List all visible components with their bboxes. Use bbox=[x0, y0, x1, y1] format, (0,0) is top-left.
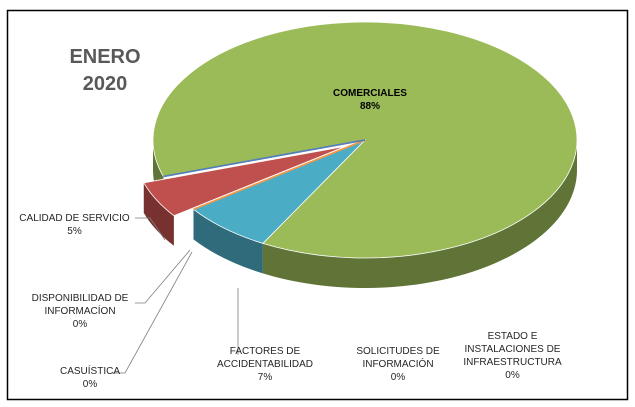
title-line: 2020 bbox=[82, 73, 128, 95]
leader-line bbox=[135, 249, 191, 304]
pie bbox=[143, 21, 578, 288]
leader-lines bbox=[112, 217, 239, 374]
data-label: FACTORES DE ACCIDENTABILIDAD 7% bbox=[195, 345, 335, 384]
data-label: CALIDAD DE SERVICIO 5% bbox=[12, 212, 137, 238]
value-label: 88% bbox=[359, 101, 380, 112]
chart-title: ENERO 2020 bbox=[55, 44, 155, 98]
slice-side bbox=[143, 182, 174, 246]
data-label: COMERCIALES 88% bbox=[320, 87, 420, 113]
data-label: ESTADO E INSTALACIONES DE INFRAESTRUCTUR… bbox=[455, 330, 570, 382]
data-label: CASUÍSTICA 0% bbox=[55, 365, 125, 391]
category-label: CALIDAD DE SERVICIO bbox=[19, 213, 130, 224]
data-label: DISPONIBILIDAD DE INFORMACÍON 0% bbox=[20, 292, 140, 331]
category-label: CASUÍSTICA bbox=[59, 366, 120, 377]
category-label: ESTADO E INSTALACIONES DE INFRAESTRUCTUR… bbox=[463, 331, 562, 368]
slice-side bbox=[193, 209, 263, 274]
leader-line bbox=[112, 251, 193, 374]
category-label: DISPONIBILIDAD DE INFORMACÍON bbox=[31, 293, 129, 317]
value-label: 0% bbox=[82, 379, 98, 390]
value-label: 0% bbox=[72, 319, 88, 330]
slice bbox=[143, 145, 346, 217]
category-label: FACTORES DE ACCIDENTABILIDAD bbox=[217, 346, 313, 370]
category-label: COMERCIALES bbox=[333, 88, 407, 99]
category-label: SOLICITUDES DE INFORMACIÓN bbox=[356, 346, 440, 370]
data-label: SOLICITUDES DE INFORMACIÓN 0% bbox=[348, 345, 448, 384]
value-label: 0% bbox=[505, 370, 520, 381]
value-label: 5% bbox=[67, 226, 82, 237]
slice-side bbox=[262, 140, 577, 288]
value-label: 7% bbox=[257, 372, 273, 383]
leader-line bbox=[135, 217, 166, 241]
title-line: ENERO bbox=[69, 46, 141, 68]
value-label: 0% bbox=[390, 372, 406, 383]
